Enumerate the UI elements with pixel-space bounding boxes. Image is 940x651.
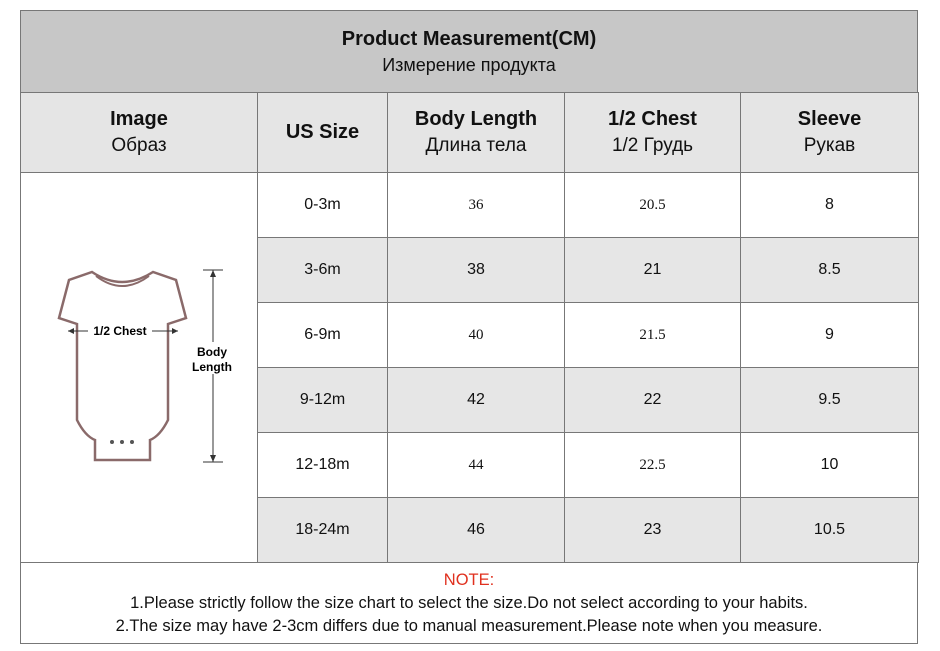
measurement: 8.5 [818,261,841,278]
size-label: 18-24m [295,521,350,538]
measurement: 46 [467,521,485,538]
column-sublabel: Длина тела [425,135,527,156]
table-cell: 20.5 [564,172,741,238]
measurement: 21.5 [639,326,666,343]
size-label: 12-18m [295,456,350,473]
measurement: 10 [820,456,839,473]
table-cell: 22.5 [564,432,741,498]
table-cell: 9.5 [740,367,919,433]
table-cell: 42 [387,367,565,433]
table-cell: 46 [387,497,565,563]
table-cell: 8.5 [740,237,919,303]
table-cell: 21 [564,237,741,303]
table-cell: 18-24m [257,497,388,563]
table-cell: 9 [740,302,919,368]
title: Product Measurement(CM) [341,27,597,50]
column-header: Image Образ [20,92,258,173]
measurement: 22 [643,391,662,408]
column-sublabel: 1/2 Грудь [611,135,694,156]
image-cell [20,172,258,563]
measurement: 40 [468,326,484,343]
measurement: 44 [468,456,484,473]
table-cell: 0-3m [257,172,388,238]
table-cell: 44 [387,432,565,498]
column-label: 1/2 Chest [608,108,697,130]
size-label: 3-6m [304,261,341,278]
table-cell: 10.5 [740,497,919,563]
column-sublabel: Рукав [803,135,856,156]
note-line: 2.The size may have 2-3cm differs due to… [115,616,823,635]
column-header: Body Length Длина тела [387,92,565,173]
column-sublabel: Образ [111,135,167,156]
column-label: Image [110,108,168,130]
column-header: Sleeve Рукав [740,92,919,173]
measurement: 8 [825,196,834,213]
table-cell: 12-18m [257,432,388,498]
measurement: 20.5 [639,196,666,213]
measurement: 38 [467,261,485,278]
table-cell: 3-6m [257,237,388,303]
title-band: Product Measurement(CM) Измерение продукт… [20,10,918,93]
table-cell: 36 [387,172,565,238]
table-cell: 40 [387,302,565,368]
measurement: 9 [825,326,834,343]
size-label: 6-9m [304,326,341,343]
notes: NOTE: 1.Please strictly follow the size c… [20,562,918,644]
note-line: 1.Please strictly follow the size chart … [130,593,808,612]
measurement: 10.5 [813,521,846,538]
measurement: 36 [468,196,484,213]
table-cell: 22 [564,367,741,433]
table-cell: 38 [387,237,565,303]
measurement: 22.5 [639,456,666,473]
measurement: 9.5 [818,391,841,408]
table-cell: 6-9m [257,302,388,368]
column-header: 1/2 Chest 1/2 Грудь [564,92,741,173]
size-label: 9-12m [299,391,346,408]
measurement: 21 [643,261,662,278]
table-cell: 9-12m [257,367,388,433]
table-cell: 23 [564,497,741,563]
table-cell: 21.5 [564,302,741,368]
column-label: Body Length [414,108,538,130]
note-heading: NOTE: [443,570,495,589]
table-cell: 10 [740,432,919,498]
table-cell: 8 [740,172,919,238]
measurement: 23 [643,521,662,538]
column-header: US Size [257,92,388,173]
column-label: US Size [285,121,360,143]
subtitle: Измерение продукта [382,54,556,75]
measurement: 42 [467,391,485,408]
column-label: Sleeve [797,108,862,130]
size-label: 0-3m [304,196,341,213]
